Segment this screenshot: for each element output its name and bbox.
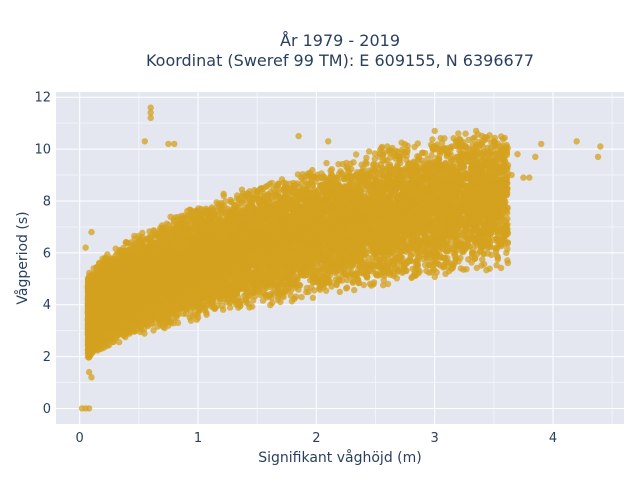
data-point <box>323 159 330 167</box>
data-point <box>336 288 343 296</box>
data-point <box>365 148 373 155</box>
data-point <box>352 151 360 158</box>
scatter-points <box>78 104 604 412</box>
chart-title-line1: År 1979 - 2019 <box>280 31 400 50</box>
data-point <box>139 229 146 237</box>
data-point <box>504 240 511 247</box>
data-point <box>411 143 418 151</box>
data-point <box>450 135 457 142</box>
chart-title-line2: Koordinat (Sweref 99 TM): E 609155, N 63… <box>146 51 534 70</box>
